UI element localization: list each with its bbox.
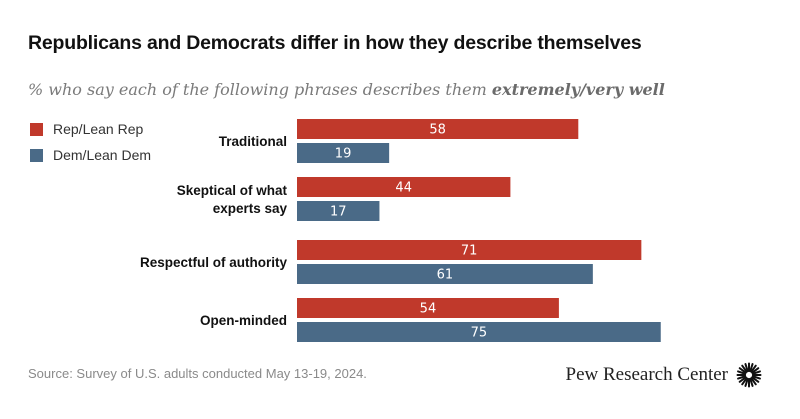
legend-label-rep: Rep/Lean Rep bbox=[53, 121, 144, 137]
legend-swatch-dem bbox=[30, 148, 43, 162]
legend-label-dem: Dem/Lean Dem bbox=[53, 147, 152, 163]
data-label: 54 bbox=[420, 302, 437, 317]
bar-dem bbox=[297, 322, 661, 342]
bar-dem bbox=[297, 264, 593, 284]
legend-swatch-rep bbox=[30, 122, 43, 136]
data-label: 75 bbox=[471, 326, 488, 341]
bar-dem bbox=[297, 143, 390, 163]
bar-rep bbox=[297, 177, 511, 197]
subtitle-prefix: % who say each of the following phrases … bbox=[28, 80, 492, 99]
category-label: Open-minded bbox=[200, 313, 287, 328]
data-label: 17 bbox=[330, 205, 347, 220]
category-label: Skeptical of what bbox=[177, 183, 288, 198]
data-label: 61 bbox=[437, 268, 454, 283]
chart-title: Republicans and Democrats differ in how … bbox=[28, 32, 642, 54]
source-note: Source: Survey of U.S. adults conducted … bbox=[28, 366, 367, 381]
category-label: Traditional bbox=[219, 134, 287, 149]
legend-item-rep: Rep/Lean Rep bbox=[30, 118, 151, 140]
bar-rep bbox=[297, 298, 559, 318]
brand-name: Pew Research Center bbox=[565, 364, 729, 385]
data-label: 44 bbox=[395, 181, 412, 196]
data-label: 71 bbox=[461, 244, 478, 259]
bar-dem bbox=[297, 201, 380, 221]
chart-subtitle: % who say each of the following phrases … bbox=[28, 80, 665, 99]
subtitle-emphasis: extremely/very well bbox=[491, 80, 665, 99]
sunburst-logo-icon bbox=[736, 362, 762, 388]
data-label: 19 bbox=[335, 147, 352, 162]
category-label: experts say bbox=[213, 201, 288, 216]
bar-rep bbox=[297, 119, 579, 139]
bar-rep bbox=[297, 240, 642, 260]
category-label: Respectful of authority bbox=[140, 255, 288, 270]
data-label: 58 bbox=[429, 123, 446, 138]
brand: Pew Research Center bbox=[566, 362, 763, 388]
legend: Rep/Lean Rep Dem/Lean Dem bbox=[30, 118, 151, 170]
legend-item-dem: Dem/Lean Dem bbox=[30, 144, 151, 166]
